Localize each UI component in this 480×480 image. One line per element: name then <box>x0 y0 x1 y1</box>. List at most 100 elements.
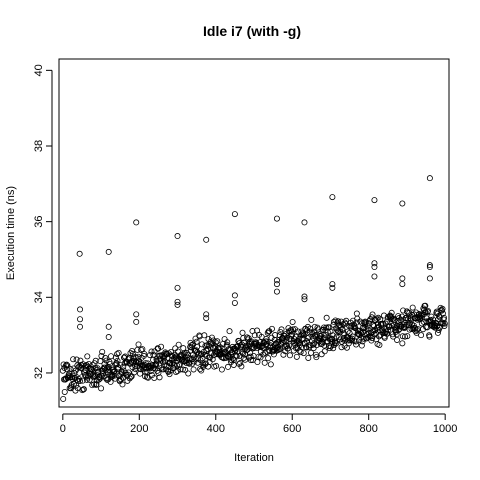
data-point <box>218 366 225 373</box>
data-point <box>441 322 448 329</box>
data-point <box>77 323 84 330</box>
data-point <box>366 329 373 336</box>
data-point <box>273 215 280 222</box>
data-point <box>301 296 308 303</box>
data-point <box>214 338 221 345</box>
data-point <box>99 348 106 355</box>
data-point <box>174 348 181 355</box>
data-point <box>203 315 210 322</box>
data-point <box>150 351 157 358</box>
data-point <box>280 351 287 358</box>
data-point <box>326 345 333 352</box>
data-point <box>286 352 293 359</box>
x-tick-label: 800 <box>360 423 378 435</box>
data-point <box>268 325 275 332</box>
data-point <box>105 248 112 255</box>
data-point <box>371 197 378 204</box>
data-point <box>170 359 177 366</box>
data-point <box>102 354 109 361</box>
data-point <box>133 311 140 318</box>
data-point <box>168 348 175 355</box>
data-point <box>79 377 86 384</box>
data-point <box>203 311 210 318</box>
data-point <box>393 327 400 334</box>
data-point <box>177 366 184 373</box>
data-point <box>78 362 85 369</box>
data-point <box>360 335 367 342</box>
data-point <box>210 352 217 359</box>
data-point <box>404 333 411 340</box>
data-point <box>341 319 348 326</box>
data-point <box>131 369 138 376</box>
data-point <box>77 377 84 384</box>
data-point <box>264 329 271 336</box>
data-point <box>198 367 205 374</box>
data-point <box>402 333 409 340</box>
data-point <box>155 345 162 352</box>
data-point <box>300 331 307 338</box>
data-point <box>423 318 430 325</box>
data-point <box>98 385 105 392</box>
data-point <box>134 359 141 366</box>
data-point <box>182 367 189 374</box>
data-point <box>399 340 406 347</box>
data-point <box>371 264 378 271</box>
data-point <box>190 366 197 373</box>
data-points <box>59 175 448 402</box>
data-point <box>399 281 406 288</box>
data-point <box>127 373 134 380</box>
data-point <box>388 309 395 316</box>
data-point <box>76 250 83 257</box>
data-point <box>175 341 182 348</box>
data-point <box>330 345 337 352</box>
x-tick-label: 1000 <box>433 423 457 435</box>
data-point <box>313 354 320 361</box>
data-point <box>426 175 433 182</box>
data-point <box>63 361 70 368</box>
data-point <box>285 345 292 352</box>
data-point <box>81 369 88 376</box>
data-point <box>192 355 199 362</box>
data-point <box>283 337 290 344</box>
data-point <box>147 368 154 375</box>
data-point <box>59 367 66 374</box>
data-point <box>376 327 383 334</box>
data-point <box>174 301 181 308</box>
data-point <box>126 375 133 382</box>
data-point <box>398 313 405 320</box>
data-point <box>375 314 382 321</box>
data-point <box>364 323 371 330</box>
data-point <box>129 350 136 357</box>
data-point <box>335 318 342 325</box>
data-point <box>321 348 328 355</box>
data-point <box>228 357 235 364</box>
data-point <box>273 281 280 288</box>
data-point <box>155 370 162 377</box>
data-point <box>278 326 285 333</box>
data-point <box>80 386 87 393</box>
data-point <box>329 284 336 291</box>
data-point <box>181 349 188 356</box>
data-point <box>172 368 179 375</box>
data-point <box>310 345 317 352</box>
data-point <box>385 326 392 333</box>
data-point <box>353 319 360 326</box>
data-point <box>233 352 240 359</box>
data-point <box>213 362 220 369</box>
data-point <box>413 327 420 334</box>
data-point <box>428 313 435 320</box>
x-axis-label: Iteration <box>234 452 274 464</box>
data-point <box>261 359 268 366</box>
data-point <box>329 194 336 201</box>
data-point <box>329 332 336 339</box>
data-point <box>305 354 312 361</box>
data-point <box>146 352 153 359</box>
data-point <box>377 316 384 323</box>
data-point <box>111 368 118 375</box>
data-point <box>133 219 140 226</box>
data-point <box>321 342 328 349</box>
data-point <box>251 332 258 339</box>
x-tick-label: 0 <box>60 423 66 435</box>
data-point <box>272 332 279 339</box>
data-point <box>114 350 121 357</box>
